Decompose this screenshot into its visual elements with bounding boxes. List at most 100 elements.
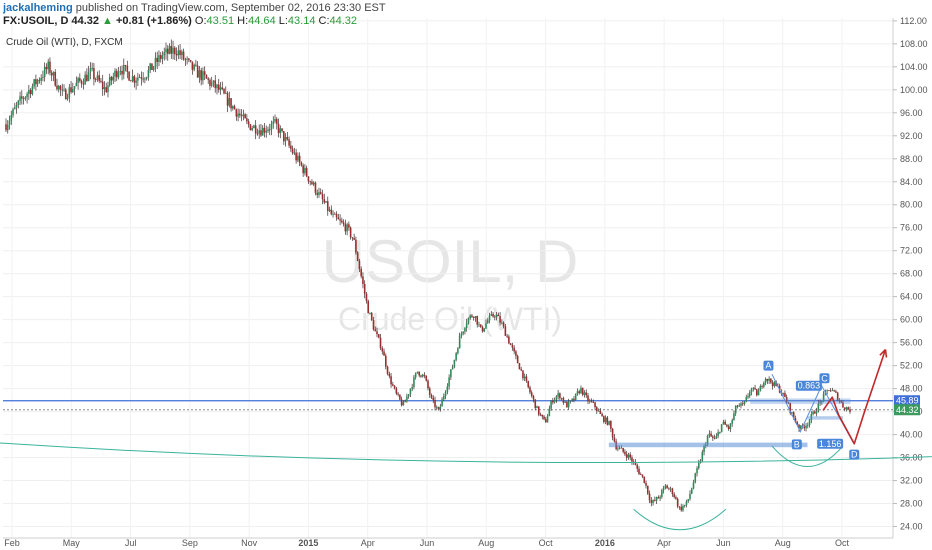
candle-body bbox=[539, 414, 542, 416]
candle-body bbox=[590, 400, 593, 403]
candle-body bbox=[794, 418, 797, 423]
price-axis: 24.0028.0032.0036.0040.0044.0048.0052.00… bbox=[892, 16, 928, 538]
candle-body bbox=[552, 400, 554, 403]
candle-body bbox=[585, 392, 588, 396]
candle-body bbox=[15, 104, 18, 108]
candle-body bbox=[175, 54, 178, 56]
candle-body bbox=[61, 89, 64, 91]
candle-body bbox=[237, 113, 239, 117]
candle-body bbox=[214, 80, 217, 89]
candle-body bbox=[588, 400, 591, 402]
candle-body bbox=[720, 424, 723, 433]
candle-body bbox=[94, 79, 97, 80]
time-tick-label: Jun bbox=[420, 538, 435, 548]
candle-body bbox=[541, 414, 544, 417]
candle-body bbox=[298, 155, 301, 163]
candle-body bbox=[784, 392, 786, 398]
candle-body bbox=[798, 424, 800, 429]
candle-body bbox=[309, 181, 311, 183]
candle-body bbox=[244, 114, 246, 119]
rounded-bottom-arc bbox=[771, 445, 844, 468]
publish-info: jackalheming published on TradingView.co… bbox=[3, 2, 386, 14]
candle-body bbox=[476, 316, 479, 325]
candle-body bbox=[64, 89, 67, 100]
candle-body bbox=[814, 411, 816, 414]
candle-body bbox=[57, 85, 60, 90]
candle-body bbox=[45, 66, 48, 70]
candle-body bbox=[52, 72, 55, 76]
publish-text: published on TradingView.com, September … bbox=[75, 2, 386, 14]
candle-body bbox=[733, 413, 735, 421]
candle-body bbox=[17, 100, 20, 105]
candle-body bbox=[502, 322, 505, 327]
candle-body bbox=[89, 68, 92, 73]
candle-body bbox=[617, 448, 619, 450]
retracement-zone bbox=[807, 416, 843, 420]
candle-body bbox=[182, 51, 185, 60]
candle-body bbox=[108, 77, 111, 86]
candle-body bbox=[601, 413, 603, 417]
candle-body bbox=[274, 119, 276, 122]
candle-body bbox=[158, 55, 160, 63]
close-label: C: bbox=[318, 15, 330, 27]
candle-body bbox=[822, 393, 825, 402]
candle-body bbox=[729, 423, 732, 430]
candle-body bbox=[179, 50, 181, 56]
candle-body bbox=[516, 355, 519, 364]
candle-body bbox=[474, 316, 477, 318]
candle-body bbox=[719, 432, 721, 433]
candle-body bbox=[829, 390, 832, 392]
candle-body bbox=[242, 114, 245, 117]
candle-body bbox=[469, 315, 471, 319]
candle-body bbox=[79, 78, 81, 81]
price-tick-label: 72.00 bbox=[900, 246, 923, 256]
candle-body bbox=[38, 79, 41, 81]
price-tick-label: 60.00 bbox=[900, 315, 923, 325]
candle-body bbox=[335, 213, 338, 218]
candle-body bbox=[624, 451, 626, 455]
annotation-box-1.156 bbox=[817, 438, 844, 449]
candle-body bbox=[785, 397, 788, 403]
candle-body bbox=[54, 72, 57, 86]
candle-body bbox=[184, 59, 187, 61]
author-link[interactable]: jackalheming bbox=[3, 2, 73, 14]
candle-body bbox=[50, 72, 53, 76]
price-tick-label: 88.00 bbox=[900, 154, 923, 164]
candle-body bbox=[321, 193, 324, 200]
candle-body bbox=[763, 382, 765, 387]
candle-body bbox=[564, 401, 566, 403]
candle-body bbox=[603, 416, 605, 422]
candle-body bbox=[253, 125, 255, 129]
time-tick-label: Oct bbox=[539, 538, 554, 548]
rounded-bottom-arc bbox=[633, 508, 727, 531]
candle-body bbox=[196, 65, 199, 78]
candle-body bbox=[70, 87, 72, 93]
price-tick-label: 32.00 bbox=[900, 476, 923, 486]
candle-body bbox=[557, 393, 559, 397]
candle-body bbox=[130, 80, 132, 82]
candle-body bbox=[115, 70, 118, 78]
candle-body bbox=[673, 494, 675, 498]
candle-body bbox=[151, 63, 153, 71]
candle-body bbox=[128, 71, 130, 81]
candle-body bbox=[314, 182, 317, 193]
candle-body bbox=[5, 124, 7, 131]
candle-body bbox=[203, 71, 206, 75]
candle-body bbox=[33, 79, 35, 87]
candle-body bbox=[80, 80, 83, 84]
candle-body bbox=[497, 314, 500, 317]
candle-body bbox=[363, 283, 366, 294]
candle-body bbox=[599, 410, 602, 414]
candle-body bbox=[26, 93, 28, 98]
candle-body bbox=[587, 395, 589, 402]
candle-body bbox=[279, 128, 282, 134]
candle-body bbox=[807, 424, 809, 426]
candle-body bbox=[325, 201, 327, 203]
candle-body bbox=[147, 70, 150, 78]
candle-body bbox=[566, 401, 568, 408]
candle-body bbox=[471, 315, 473, 318]
price-tick-label: 80.00 bbox=[900, 200, 923, 210]
candle-body bbox=[133, 76, 136, 83]
